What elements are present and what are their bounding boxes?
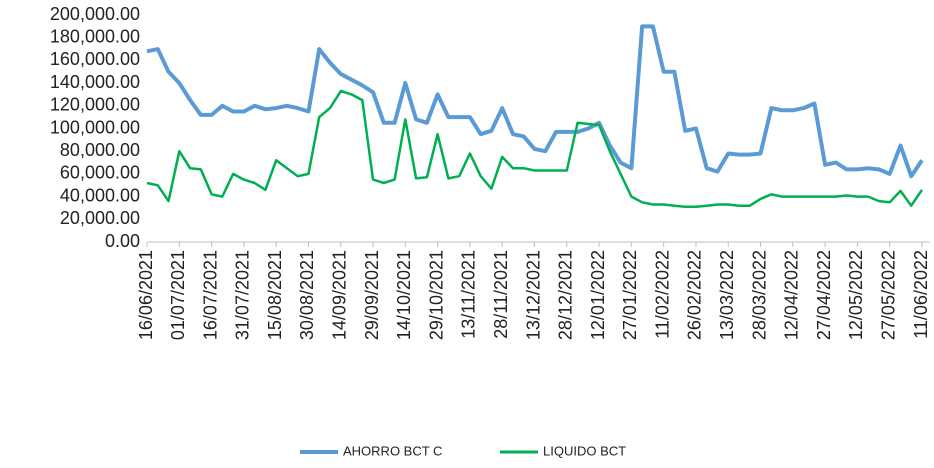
x-tick-label: 16/07/2021 <box>200 250 220 340</box>
x-tick-label: 12/04/2022 <box>782 250 802 340</box>
x-tick-label: 31/07/2021 <box>233 250 253 340</box>
x-tick-label: 16/06/2021 <box>136 250 156 340</box>
x-tick-label: 29/09/2021 <box>362 250 382 340</box>
y-tick-label: 200,000.00 <box>50 4 140 24</box>
x-tick-label: 01/07/2021 <box>168 250 188 340</box>
x-tick-label: 27/04/2022 <box>814 250 834 340</box>
x-tick-label: 28/11/2021 <box>491 250 511 339</box>
x-tick-label: 27/05/2022 <box>878 250 898 340</box>
x-tick-label: 14/10/2021 <box>394 250 414 340</box>
legend-label: LIQUIDO BCT <box>543 443 626 458</box>
y-tick-label: 100,000.00 <box>50 117 140 137</box>
y-tick-label: 60,000.00 <box>60 163 140 183</box>
x-tick-label: 13/11/2021 <box>459 250 479 339</box>
x-tick-label: 26/02/2022 <box>685 250 705 340</box>
y-tick-label: 140,000.00 <box>50 72 140 92</box>
series-line <box>146 89 924 209</box>
series-line <box>146 24 924 179</box>
y-tick-label: 80,000.00 <box>60 140 140 160</box>
x-tick-label: 14/09/2021 <box>330 250 350 340</box>
y-tick-label: 120,000.00 <box>50 95 140 115</box>
x-tick-label: 12/05/2022 <box>846 250 866 340</box>
x-tick-label: 28/03/2022 <box>749 250 769 340</box>
x-tick-label: 11/02/2022 <box>652 250 672 339</box>
x-tick-label: 13/12/2021 <box>523 250 543 340</box>
x-tick-label: 29/10/2021 <box>426 250 446 340</box>
x-tick-label: 12/01/2022 <box>588 250 608 340</box>
y-tick-label: 20,000.00 <box>60 208 140 228</box>
y-tick-label: 40,000.00 <box>60 185 140 205</box>
y-tick-label: 180,000.00 <box>50 26 140 46</box>
legend-label: AHORRO BCT C <box>343 443 442 458</box>
x-tick-label: 28/12/2021 <box>556 250 576 340</box>
x-tick-label: 13/03/2022 <box>717 250 737 340</box>
y-tick-label: 0.00 <box>105 231 140 251</box>
x-tick-label: 11/06/2022 <box>911 250 931 339</box>
x-tick-label: 15/08/2021 <box>265 250 285 340</box>
x-tick-label: 27/01/2022 <box>620 250 640 340</box>
y-tick-label: 160,000.00 <box>50 49 140 69</box>
x-tick-label: 30/08/2021 <box>297 250 317 340</box>
